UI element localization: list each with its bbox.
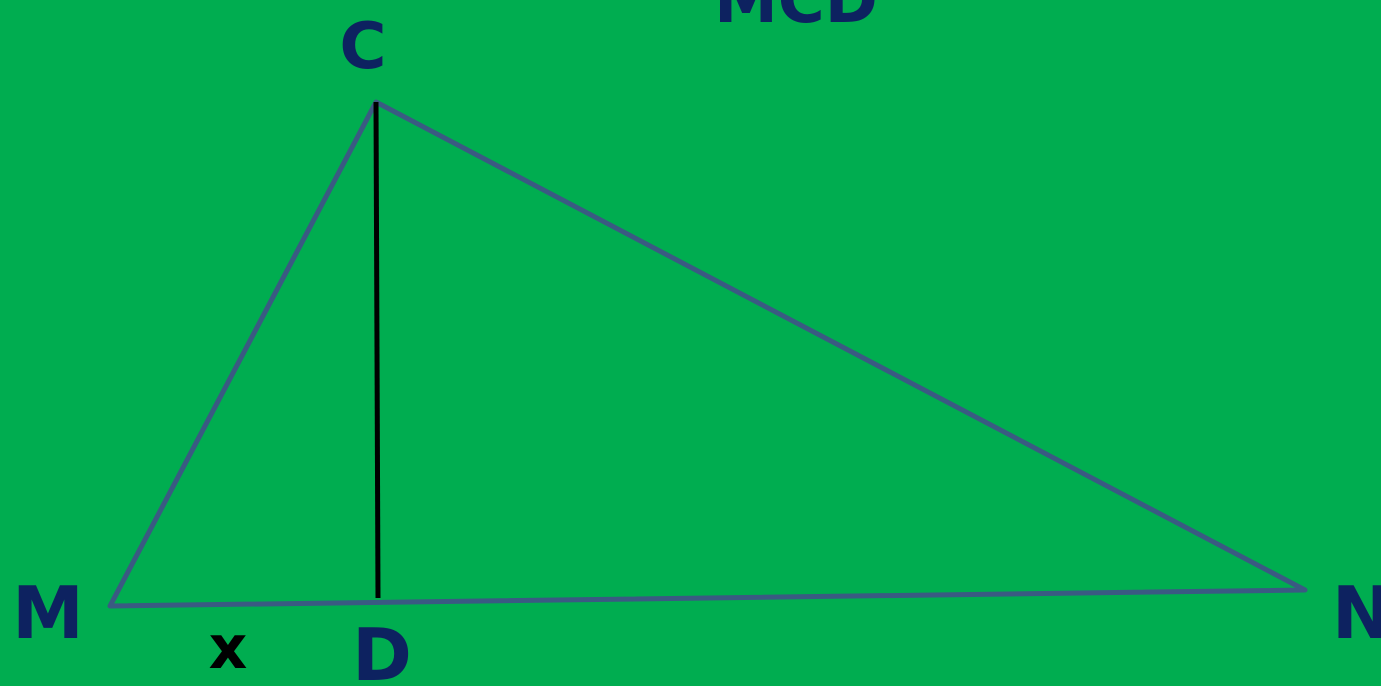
triangle-mcn <box>107 99 1308 609</box>
vertex-label-m: M <box>12 571 84 655</box>
altitude-cd <box>373 101 381 599</box>
vertex-label-n: N <box>1332 571 1381 655</box>
vertex-label-d: D <box>352 613 412 686</box>
title-label: MCD <box>714 0 878 38</box>
vertex-label-c: C <box>340 10 387 84</box>
segment-label-x: x <box>209 613 248 683</box>
